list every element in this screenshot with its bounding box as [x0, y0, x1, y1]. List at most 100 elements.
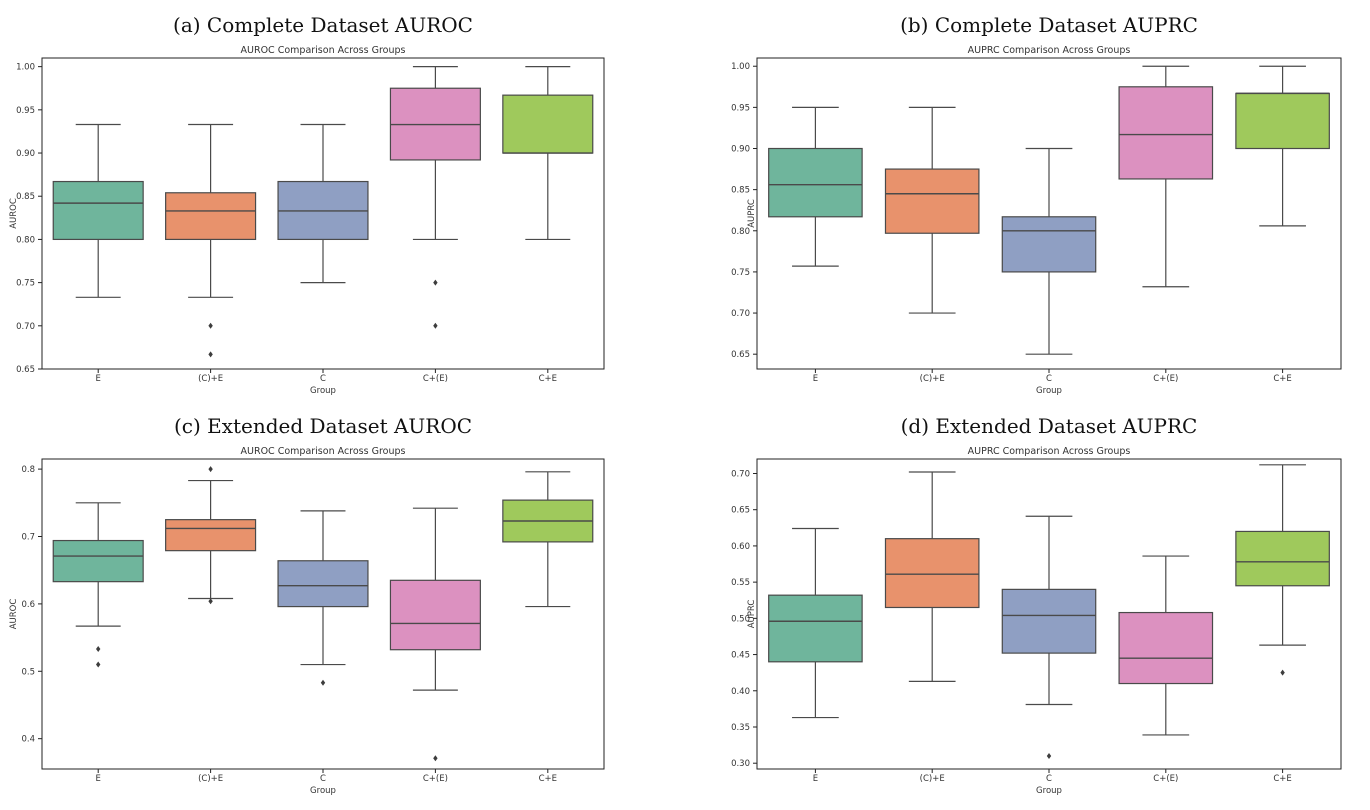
- box-C: C: [1001, 147, 1097, 384]
- box-C+E: C+E: [1235, 464, 1330, 784]
- subfigure-caption: (b) Complete Dataset AUPRC: [900, 13, 1198, 37]
- y-tick-label: 0.85: [731, 186, 750, 196]
- iqr-box: [165, 519, 257, 552]
- outlier-point: [208, 598, 213, 605]
- y-tick-label: 0.70: [731, 469, 750, 479]
- box-E: E: [52, 502, 144, 784]
- chart-title: AUPRC Comparison Across Groups: [968, 446, 1131, 457]
- x-tick-label: C+(E): [423, 774, 448, 784]
- box-(C)+E: (C)+E: [884, 106, 980, 384]
- y-tick-label: 0.35: [731, 723, 750, 733]
- subfigure-caption: (d) Extended Dataset AUPRC: [901, 414, 1198, 438]
- box-C+E: C+E: [502, 471, 594, 784]
- iqr-box: [768, 147, 863, 218]
- x-tick-label: (C)+E: [198, 374, 223, 384]
- x-tick-label: C+E: [1273, 774, 1291, 784]
- box-E: E: [768, 527, 863, 784]
- chart-title: AUPRC Comparison Across Groups: [968, 45, 1131, 56]
- subfigure-caption: (a) Complete Dataset AUROC: [173, 13, 473, 37]
- x-axis-label: Group: [310, 786, 336, 796]
- chart-title: AUROC Comparison Across Groups: [241, 45, 406, 56]
- outlier-point: [433, 279, 438, 286]
- y-axis-label: AUPRC: [747, 600, 757, 629]
- y-axis-label: AUPRC: [747, 199, 757, 228]
- y-tick-label: 0.40: [731, 687, 750, 697]
- box-C+(E): C+(E): [1118, 65, 1214, 384]
- outlier-point: [1280, 669, 1285, 676]
- y-tick-label: 0.65: [731, 506, 750, 516]
- chart-panel-2: (b) Complete Dataset AUPRC AUPRC Comparis…: [731, 13, 1342, 396]
- x-tick-label: E: [813, 774, 818, 784]
- outlier-point: [320, 679, 326, 686]
- iqr-box: [165, 192, 257, 241]
- y-tick-label: 0.70: [16, 322, 35, 332]
- x-tick-label: (C)+E: [198, 774, 223, 784]
- y-tick-label: 0.90: [16, 149, 35, 159]
- chart-panel-1: (a) Complete Dataset AUROC AUROC Comparis…: [9, 13, 605, 396]
- x-axis-label: Group: [310, 386, 336, 396]
- y-tick-label: 1.00: [16, 63, 35, 73]
- x-tick-label: C: [1046, 774, 1052, 784]
- iqr-box: [768, 594, 863, 663]
- y-tick-label: 0.6: [21, 600, 35, 610]
- box-C+(E): C+(E): [389, 66, 481, 384]
- outlier-point: [433, 322, 438, 329]
- y-tick-label: 0.4: [21, 735, 35, 745]
- iqr-box: [1235, 92, 1330, 150]
- y-tick-label: 0.55: [731, 578, 750, 588]
- x-tick-label: E: [96, 774, 101, 784]
- outlier-point: [1046, 752, 1052, 759]
- y-tick-label: 0.5: [21, 667, 35, 677]
- box-C: C: [277, 510, 369, 784]
- y-tick-label: 0.7: [21, 533, 35, 543]
- x-tick-label: E: [813, 374, 818, 384]
- box-(C)+E: (C)+E: [884, 471, 980, 784]
- x-axis-label: Group: [1036, 786, 1062, 796]
- y-tick-label: 0.65: [16, 365, 35, 375]
- x-axis-label: Group: [1036, 386, 1062, 396]
- iqr-box: [502, 94, 594, 154]
- y-tick-label: 0.75: [16, 279, 35, 289]
- x-tick-label: (C)+E: [920, 774, 945, 784]
- y-tick-label: 0.30: [731, 759, 750, 769]
- outlier-point: [208, 351, 213, 358]
- box-E: E: [52, 123, 144, 384]
- x-tick-label: C+E: [539, 374, 557, 384]
- iqr-box: [1118, 86, 1214, 180]
- iqr-box: [884, 168, 980, 234]
- x-tick-label: C+(E): [1153, 374, 1178, 384]
- x-tick-label: C+(E): [1153, 774, 1178, 784]
- box-C: C: [277, 123, 369, 384]
- y-axis-label: AUROC: [9, 198, 19, 229]
- x-tick-label: C+E: [1273, 374, 1291, 384]
- x-tick-label: C+(E): [423, 374, 448, 384]
- x-tick-label: C+E: [539, 774, 557, 784]
- box-C+(E): C+(E): [389, 507, 481, 784]
- outlier-point: [433, 755, 438, 762]
- outlier-point: [208, 322, 213, 329]
- outlier-point: [208, 466, 213, 473]
- box-C+(E): C+(E): [1118, 555, 1214, 784]
- box-E: E: [768, 106, 863, 384]
- iqr-box: [884, 538, 980, 609]
- outlier-point: [96, 646, 101, 653]
- y-tick-label: 0.65: [731, 350, 750, 360]
- y-tick-label: 1.00: [731, 62, 750, 72]
- chart-panel-4: (d) Extended Dataset AUPRC AUPRC Comparis…: [731, 414, 1342, 796]
- chart-title: AUROC Comparison Across Groups: [241, 446, 406, 457]
- y-tick-label: 0.95: [16, 106, 35, 116]
- iqr-box: [52, 180, 144, 241]
- x-tick-label: (C)+E: [920, 374, 945, 384]
- x-tick-label: C: [320, 774, 326, 784]
- outlier-point: [96, 661, 101, 668]
- y-tick-label: 0.75: [731, 268, 750, 278]
- iqr-box: [389, 579, 481, 651]
- y-axis-label: AUROC: [9, 599, 19, 630]
- x-tick-label: E: [96, 374, 101, 384]
- subfigure-caption: (c) Extended Dataset AUROC: [174, 414, 472, 438]
- box-C+E: C+E: [502, 66, 594, 384]
- y-tick-label: 0.80: [16, 235, 35, 245]
- box-C: C: [1001, 515, 1097, 784]
- y-tick-label: 0.8: [21, 465, 35, 475]
